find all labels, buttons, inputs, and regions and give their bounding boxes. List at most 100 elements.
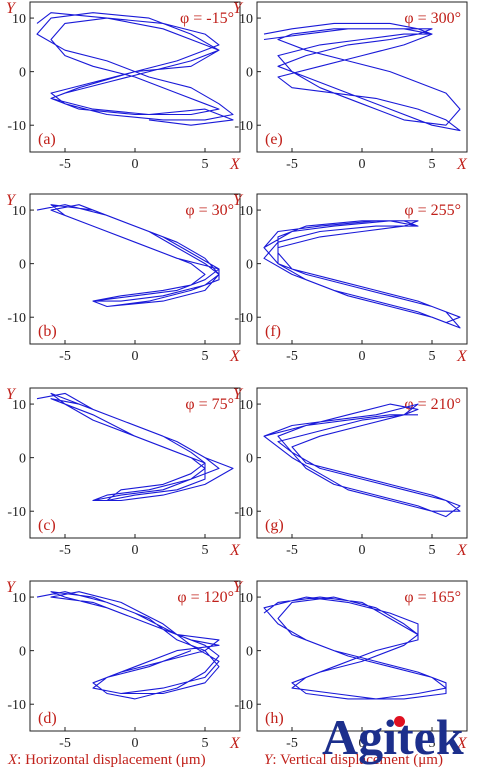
panel-h: -5 0 5 10 0 -10 X Yφ = 165° (h)	[233, 579, 468, 752]
footer-y-legend: Y: Vertical displacement (μm)	[264, 752, 443, 769]
x-tick-label: -5	[286, 157, 298, 172]
panel-e: -5 0 5 10 0 -10 X Yφ = 300° (e)	[233, 0, 468, 173]
y-axis-label: Y	[233, 579, 244, 596]
phase-label: φ = 255°	[404, 202, 461, 219]
y-tick-label: 0	[246, 452, 253, 467]
panel-g: -5 0 5 10 0 -10 X Yφ = 210° (g)	[233, 386, 468, 559]
footer-y-key: Y	[264, 752, 273, 768]
footer-x-legend: X: Horizontal displacement (μm)	[8, 752, 206, 769]
x-tick-label: 5	[429, 349, 436, 364]
x-axis-label: X	[229, 542, 241, 559]
orbit-trace	[263, 22, 461, 132]
x-axis-label: X	[229, 735, 241, 752]
phase-label: φ = 120°	[177, 589, 234, 606]
footer-y-text: : Vertical displacement (μm)	[272, 752, 443, 768]
x-axis-label: X	[456, 156, 468, 173]
orbit-trace	[36, 591, 220, 700]
panel-label: (e)	[265, 131, 283, 148]
x-axis-label: X	[229, 348, 241, 365]
phase-label: φ = -15°	[180, 10, 234, 27]
y-tick-label: -10	[234, 505, 253, 520]
phase-label: φ = 210°	[404, 396, 461, 413]
y-axis-label: Y	[6, 192, 17, 209]
x-tick-label: -5	[286, 736, 298, 751]
y-tick-label: -10	[7, 119, 26, 134]
y-tick-label: 10	[12, 204, 26, 219]
y-tick-label: 0	[19, 452, 26, 467]
x-tick-label: -5	[59, 543, 71, 558]
panel-a: -5 0 5 10 0 -10 X Yφ = -15° (a)	[6, 0, 241, 173]
x-tick-label: 0	[132, 349, 139, 364]
x-tick-label: 0	[132, 736, 139, 751]
orbit-trace	[263, 403, 461, 518]
x-tick-label: 0	[132, 543, 139, 558]
x-tick-label: 5	[429, 157, 436, 172]
plot-frame	[256, 387, 468, 539]
phase-label: φ = 165°	[404, 589, 461, 606]
y-axis-label: Y	[6, 579, 17, 596]
x-tick-label: -5	[59, 349, 71, 364]
y-axis-label: Y	[233, 0, 244, 17]
panel-label: (f)	[265, 323, 281, 340]
panel-label: (d)	[38, 710, 57, 727]
x-tick-label: 5	[202, 349, 209, 364]
x-tick-label: -5	[286, 349, 298, 364]
panel-label: (h)	[265, 710, 284, 727]
x-tick-label: 5	[429, 736, 436, 751]
agitek-logo: Agitek	[322, 709, 464, 765]
y-tick-label: 0	[246, 66, 253, 81]
x-tick-label: 0	[359, 736, 366, 751]
x-tick-label: -5	[286, 543, 298, 558]
y-tick-label: 0	[246, 645, 253, 660]
panel-c: -5 0 5 10 0 -10 X Yφ = 75° (c)	[6, 386, 241, 559]
y-tick-label: -10	[234, 119, 253, 134]
x-axis-label: X	[456, 348, 468, 365]
y-tick-label: 10	[12, 398, 26, 413]
phase-label: φ = 75°	[185, 396, 234, 413]
y-tick-label: -10	[234, 698, 253, 713]
x-axis-label: X	[229, 156, 241, 173]
y-tick-label: -10	[7, 311, 26, 326]
phase-label: φ = 30°	[185, 202, 234, 219]
x-tick-label: 0	[359, 157, 366, 172]
panel-label: (g)	[265, 517, 284, 534]
x-tick-label: 5	[202, 736, 209, 751]
footer-x-key: X	[8, 752, 18, 768]
y-axis-label: Y	[233, 386, 244, 403]
plot-frame	[256, 1, 468, 153]
y-tick-label: 0	[19, 66, 26, 81]
x-axis-label: X	[456, 542, 468, 559]
y-tick-label: -10	[234, 311, 253, 326]
panel-f: -5 0 5 10 0 -10 X Yφ = 255° (f)	[233, 192, 468, 365]
y-axis-label: Y	[6, 0, 17, 17]
panel-d: -5 0 5 10 0 -10 X Yφ = 120° (d)	[6, 579, 241, 752]
panel-b: -5 0 5 10 0 -10 X Yφ = 30° (b)	[6, 192, 241, 365]
x-tick-label: 5	[202, 157, 209, 172]
panel-label: (b)	[38, 323, 57, 340]
y-tick-label: -10	[7, 698, 26, 713]
x-tick-label: 0	[359, 543, 366, 558]
orbit-trace	[263, 220, 461, 329]
phase-label: φ = 300°	[404, 10, 461, 27]
footer-x-text: : Horizontal displacement (μm)	[17, 752, 206, 768]
y-tick-label: 0	[19, 645, 26, 660]
y-axis-label: Y	[6, 386, 17, 403]
panel-label: (c)	[38, 517, 56, 534]
x-axis-label: X	[456, 735, 468, 752]
orbit-trace	[36, 204, 220, 308]
y-tick-label: 0	[19, 258, 26, 273]
panel-label: (a)	[38, 131, 56, 148]
orbit-trace	[263, 596, 447, 700]
y-tick-label: 10	[239, 12, 253, 27]
x-tick-label: 0	[359, 349, 366, 364]
y-tick-label: -10	[7, 505, 26, 520]
y-tick-label: 10	[12, 591, 26, 606]
y-tick-label: 10	[239, 591, 253, 606]
x-tick-label: 0	[132, 157, 139, 172]
orbit-trace	[36, 12, 234, 126]
plot-frame	[29, 580, 241, 732]
plot-frame	[29, 193, 241, 345]
orbit-trace	[36, 392, 234, 502]
y-tick-label: 10	[12, 12, 26, 27]
